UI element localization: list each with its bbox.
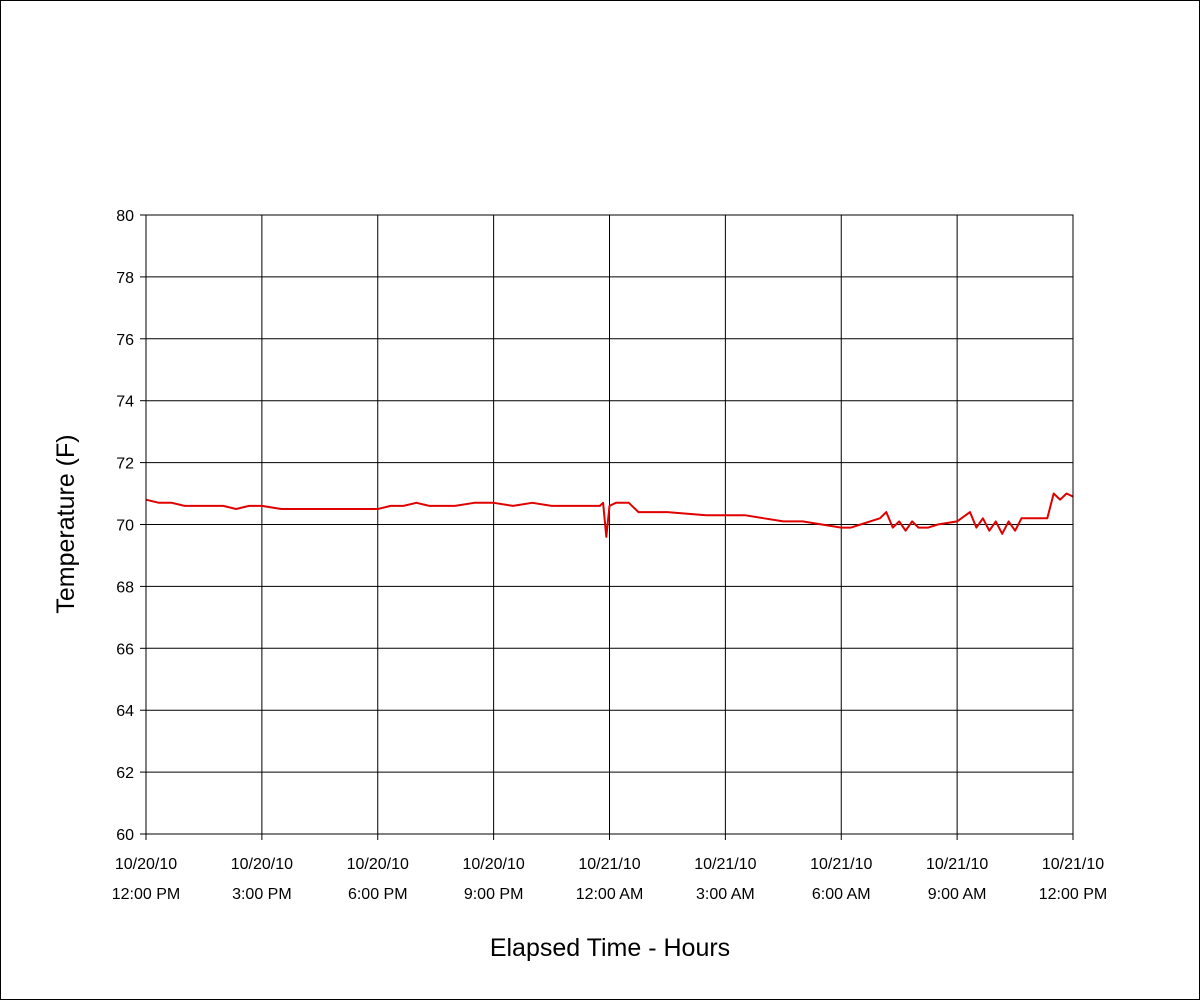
x-tick-time-label: 3:00 PM xyxy=(232,886,292,903)
x-tick-date-label: 10/21/10 xyxy=(810,856,872,873)
x-tick-time-label: 6:00 PM xyxy=(348,886,408,903)
x-tick-date-label: 10/20/10 xyxy=(231,856,293,873)
y-tick-label: 76 xyxy=(116,332,134,349)
x-tick-time-label: 3:00 AM xyxy=(696,886,755,903)
x-tick-date-label: 10/20/10 xyxy=(115,856,177,873)
x-tick-time-label: 12:00 PM xyxy=(112,886,180,903)
x-tick-time-label: 6:00 AM xyxy=(812,886,871,903)
x-tick-date-label: 10/20/10 xyxy=(462,856,524,873)
y-tick-label: 80 xyxy=(116,208,134,225)
y-tick-label: 68 xyxy=(116,579,134,596)
x-tick-date-label: 10/20/10 xyxy=(347,856,409,873)
y-tick-label: 78 xyxy=(116,270,134,287)
y-tick-label: 70 xyxy=(116,518,134,535)
x-tick-time-label: 9:00 PM xyxy=(464,886,524,903)
y-tick-label: 72 xyxy=(116,456,134,473)
y-tick-label: 74 xyxy=(116,394,134,411)
y-tick-label: 64 xyxy=(116,703,134,720)
plot-border xyxy=(145,214,1074,835)
x-tick-date-label: 10/21/10 xyxy=(694,856,756,873)
x-tick-time-label: 9:00 AM xyxy=(928,886,987,903)
y-tick-label: 62 xyxy=(116,765,134,782)
x-axis-title: Elapsed Time - Hours xyxy=(490,934,730,962)
y-tick-label: 66 xyxy=(116,641,134,658)
x-tick-date-label: 10/21/10 xyxy=(926,856,988,873)
y-tick-label: 60 xyxy=(116,827,134,844)
temperature-series-line xyxy=(145,492,1074,538)
y-axis-ticks: 60 62 64 66 68 70 72 74 76 78 80 xyxy=(116,208,146,844)
x-tick-date-label: 10/21/10 xyxy=(1042,856,1104,873)
x-axis-ticks: 10/20/10 12:00 PM 10/20/10 3:00 PM 10/20/10 6… xyxy=(112,834,1107,903)
y-axis-title: Temperature (F) xyxy=(52,434,80,613)
x-tick-time-label: 12:00 PM xyxy=(1039,886,1107,903)
x-tick-time-label: 12:00 AM xyxy=(576,886,644,903)
x-tick-date-label: 10/21/10 xyxy=(578,856,640,873)
